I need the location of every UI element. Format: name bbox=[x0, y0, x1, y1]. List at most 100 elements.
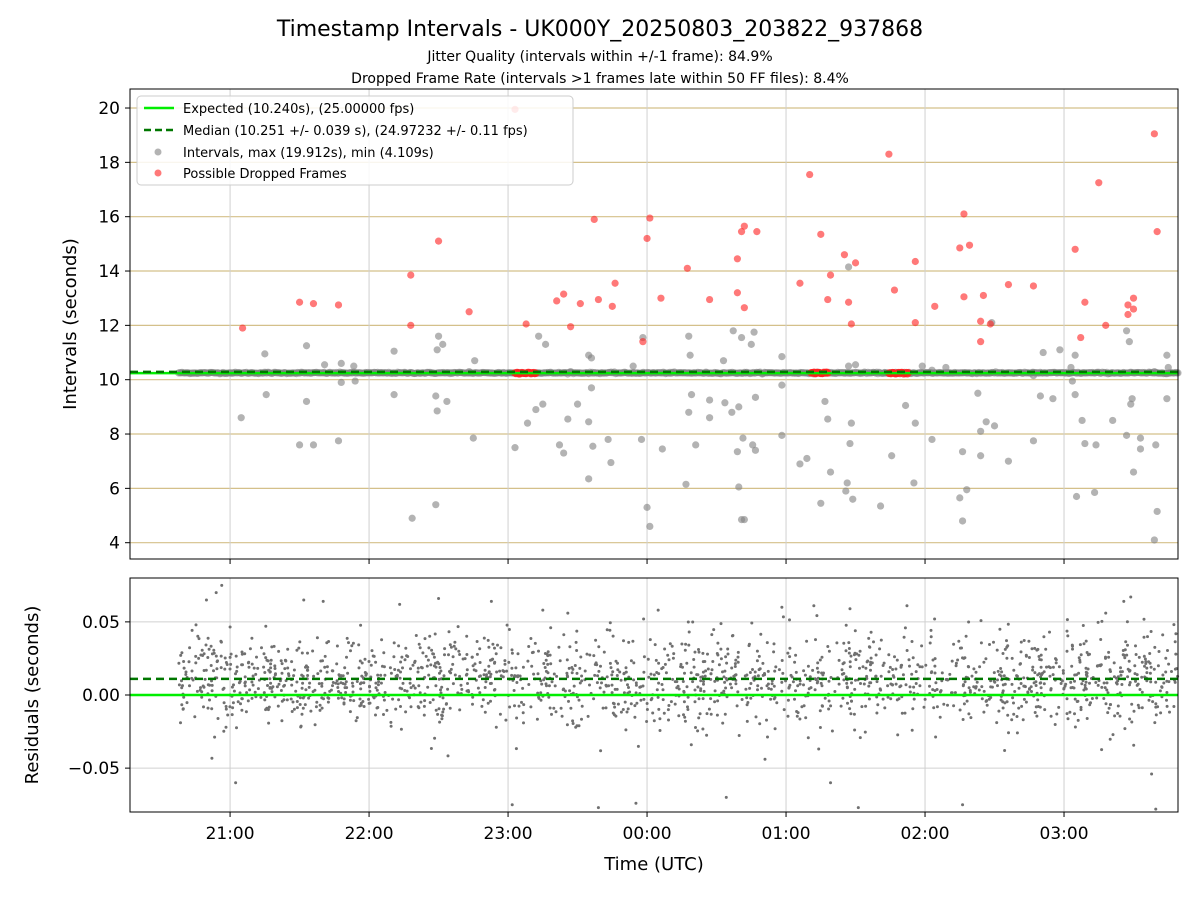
residual-point bbox=[1154, 807, 1158, 811]
residual-point bbox=[1128, 683, 1131, 687]
residual-point bbox=[559, 706, 563, 710]
residual-point bbox=[492, 688, 496, 692]
residual-point bbox=[632, 661, 636, 665]
interval-point bbox=[350, 362, 358, 370]
residual-point bbox=[1034, 680, 1038, 684]
residual-point bbox=[433, 736, 437, 740]
residual-point bbox=[703, 660, 707, 663]
intervals-y-tick-label: 16 bbox=[98, 208, 120, 228]
residual-point bbox=[1094, 681, 1098, 684]
residual-point bbox=[575, 724, 579, 728]
residual-point bbox=[244, 710, 248, 714]
residuals-y-tick-label: −0.05 bbox=[68, 759, 120, 779]
residual-point bbox=[1143, 657, 1147, 661]
residual-point bbox=[1065, 712, 1069, 716]
residual-point bbox=[1081, 624, 1085, 627]
interval-point bbox=[320, 361, 329, 369]
residual-point bbox=[489, 681, 493, 685]
residual-point bbox=[424, 654, 428, 658]
residual-point bbox=[1057, 705, 1061, 709]
residual-point bbox=[219, 640, 223, 644]
residual-point bbox=[199, 653, 203, 657]
residual-point bbox=[224, 705, 228, 708]
residual-point bbox=[1095, 696, 1099, 700]
residual-point bbox=[292, 674, 296, 678]
residual-point bbox=[586, 714, 590, 718]
residual-point bbox=[379, 681, 383, 685]
residual-point bbox=[1045, 665, 1048, 669]
residual-point bbox=[910, 640, 914, 643]
residual-point bbox=[626, 683, 629, 687]
residual-point bbox=[404, 646, 408, 650]
residual-point bbox=[1003, 749, 1007, 752]
residual-point bbox=[294, 689, 298, 693]
residual-point bbox=[721, 721, 725, 725]
residual-point bbox=[1006, 713, 1010, 717]
residual-point bbox=[345, 655, 348, 659]
residual-point bbox=[968, 690, 972, 694]
residual-point bbox=[579, 655, 583, 659]
residual-point bbox=[760, 686, 763, 690]
residual-point bbox=[548, 706, 552, 710]
residual-point bbox=[671, 656, 675, 660]
residual-point bbox=[1100, 619, 1104, 623]
residual-point bbox=[423, 699, 427, 703]
residual-point bbox=[1104, 611, 1108, 615]
residual-point bbox=[521, 711, 525, 715]
residual-point bbox=[270, 686, 274, 690]
residual-point bbox=[190, 669, 194, 673]
residual-point bbox=[804, 716, 808, 720]
residual-point bbox=[203, 677, 207, 681]
residual-point bbox=[610, 691, 614, 695]
residual-point bbox=[1116, 704, 1120, 708]
residual-point bbox=[1051, 665, 1055, 669]
residual-point bbox=[631, 639, 635, 643]
residual-point bbox=[869, 656, 873, 660]
residual-point bbox=[668, 642, 672, 646]
residual-point bbox=[449, 645, 453, 649]
residual-point bbox=[383, 691, 387, 694]
residual-point bbox=[304, 665, 307, 669]
residual-point bbox=[546, 662, 550, 666]
dropped-frame-point bbox=[956, 244, 964, 252]
residual-point bbox=[431, 652, 435, 656]
residual-point bbox=[549, 662, 553, 666]
residual-point bbox=[403, 689, 407, 692]
residual-point bbox=[993, 680, 997, 684]
residual-point bbox=[286, 666, 290, 670]
residual-point bbox=[1030, 647, 1034, 651]
residual-point bbox=[985, 703, 989, 707]
residual-point bbox=[475, 640, 479, 643]
residual-point bbox=[311, 649, 315, 653]
residual-point bbox=[1026, 691, 1030, 695]
residual-point bbox=[634, 801, 638, 805]
residual-point bbox=[803, 673, 807, 677]
dropped-frame-point bbox=[847, 320, 855, 328]
residual-point bbox=[865, 660, 869, 664]
residual-point bbox=[958, 708, 962, 712]
residual-point bbox=[250, 636, 254, 640]
residual-point bbox=[1133, 664, 1137, 668]
residual-point bbox=[295, 700, 299, 703]
residual-point bbox=[979, 619, 983, 623]
residual-point bbox=[889, 697, 893, 701]
time-axis-label: Time (UTC) bbox=[603, 854, 704, 875]
residual-point bbox=[484, 680, 488, 684]
interval-point bbox=[408, 514, 416, 522]
residual-point bbox=[1002, 674, 1006, 678]
residual-point bbox=[712, 628, 716, 632]
interval-point bbox=[803, 454, 811, 463]
residual-point bbox=[520, 700, 523, 704]
residual-point bbox=[1061, 671, 1065, 675]
residual-point bbox=[368, 684, 371, 688]
interval-point bbox=[729, 327, 737, 335]
residual-point bbox=[348, 710, 352, 714]
residual-point bbox=[1148, 671, 1152, 675]
residual-point bbox=[788, 655, 792, 659]
residual-point bbox=[719, 647, 723, 651]
residual-point bbox=[782, 708, 786, 712]
residual-point bbox=[827, 649, 831, 653]
residual-point bbox=[394, 707, 398, 711]
residual-point bbox=[255, 655, 258, 659]
residual-point bbox=[609, 666, 613, 670]
